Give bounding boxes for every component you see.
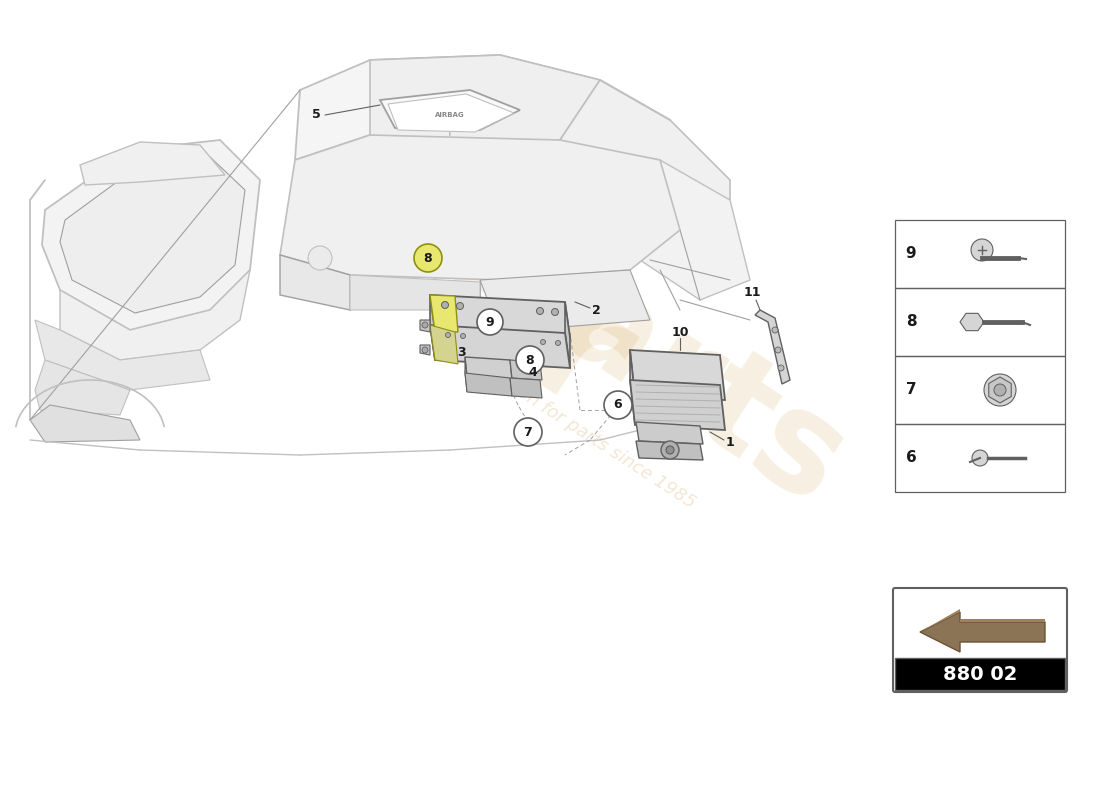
- Text: 6: 6: [614, 398, 623, 411]
- Polygon shape: [430, 295, 570, 338]
- Polygon shape: [350, 275, 480, 310]
- Circle shape: [772, 327, 778, 333]
- Bar: [895, 220, 1065, 288]
- Text: 8: 8: [905, 314, 916, 330]
- Bar: [895, 424, 1065, 492]
- Polygon shape: [960, 314, 984, 330]
- Polygon shape: [370, 55, 600, 145]
- Text: 7: 7: [524, 426, 532, 438]
- Polygon shape: [430, 325, 458, 364]
- Circle shape: [556, 341, 561, 346]
- Polygon shape: [280, 135, 680, 280]
- Polygon shape: [420, 320, 430, 332]
- Polygon shape: [630, 350, 725, 400]
- FancyBboxPatch shape: [893, 588, 1067, 692]
- Circle shape: [972, 450, 988, 466]
- Text: a passion for parts since 1985: a passion for parts since 1985: [461, 349, 698, 511]
- Polygon shape: [60, 157, 245, 313]
- Polygon shape: [560, 80, 730, 240]
- Polygon shape: [565, 302, 570, 368]
- Polygon shape: [388, 94, 514, 132]
- Polygon shape: [510, 378, 542, 398]
- Text: 5: 5: [311, 109, 320, 122]
- Polygon shape: [989, 377, 1011, 403]
- Text: 1: 1: [726, 435, 735, 449]
- Circle shape: [514, 418, 542, 446]
- Text: 2: 2: [592, 303, 601, 317]
- Polygon shape: [420, 345, 430, 355]
- Circle shape: [461, 334, 465, 338]
- Circle shape: [666, 446, 674, 454]
- Circle shape: [984, 374, 1016, 406]
- Polygon shape: [430, 295, 434, 360]
- Polygon shape: [430, 325, 570, 368]
- Text: 880 02: 880 02: [943, 665, 1018, 683]
- Polygon shape: [755, 310, 790, 384]
- Circle shape: [477, 309, 503, 335]
- Polygon shape: [465, 357, 512, 380]
- Circle shape: [537, 307, 543, 314]
- Bar: [895, 356, 1065, 424]
- Polygon shape: [630, 350, 635, 425]
- Polygon shape: [60, 270, 250, 360]
- Text: 3: 3: [458, 346, 466, 358]
- Circle shape: [441, 302, 449, 309]
- Circle shape: [308, 246, 332, 270]
- Circle shape: [540, 339, 546, 345]
- Bar: [895, 658, 1065, 690]
- Circle shape: [456, 302, 463, 310]
- Circle shape: [604, 391, 632, 419]
- Text: 6: 6: [905, 450, 916, 466]
- Text: 8: 8: [424, 251, 432, 265]
- Polygon shape: [35, 360, 130, 415]
- Text: 9: 9: [905, 246, 916, 262]
- Text: 7: 7: [905, 382, 916, 398]
- Polygon shape: [35, 320, 210, 390]
- Circle shape: [414, 244, 442, 272]
- Text: 8: 8: [526, 354, 535, 366]
- Polygon shape: [636, 422, 703, 444]
- Polygon shape: [280, 255, 350, 310]
- Circle shape: [446, 333, 451, 338]
- Polygon shape: [80, 142, 226, 185]
- Polygon shape: [636, 441, 703, 460]
- Polygon shape: [465, 357, 468, 392]
- Circle shape: [971, 239, 993, 261]
- Polygon shape: [465, 373, 512, 396]
- Text: 10: 10: [671, 326, 689, 338]
- Circle shape: [661, 441, 679, 459]
- Polygon shape: [295, 55, 670, 160]
- Circle shape: [776, 347, 781, 353]
- Polygon shape: [630, 380, 725, 430]
- Circle shape: [516, 346, 544, 374]
- Circle shape: [422, 322, 428, 328]
- Circle shape: [551, 309, 559, 315]
- Polygon shape: [920, 609, 1045, 632]
- Text: 4: 4: [529, 366, 538, 378]
- Circle shape: [422, 347, 428, 353]
- Polygon shape: [620, 160, 750, 300]
- Circle shape: [994, 384, 1006, 396]
- Polygon shape: [430, 295, 458, 332]
- Polygon shape: [510, 360, 542, 380]
- Text: 11: 11: [744, 286, 761, 298]
- Bar: [895, 288, 1065, 356]
- Text: 9: 9: [486, 315, 494, 329]
- Polygon shape: [30, 405, 140, 442]
- Text: Parts: Parts: [451, 202, 869, 538]
- Polygon shape: [920, 612, 1045, 652]
- Text: Eur: Eur: [304, 146, 657, 454]
- Text: AIRBAG: AIRBAG: [436, 112, 465, 118]
- Polygon shape: [480, 270, 650, 332]
- Circle shape: [778, 365, 784, 371]
- Polygon shape: [379, 90, 520, 130]
- Polygon shape: [42, 140, 260, 330]
